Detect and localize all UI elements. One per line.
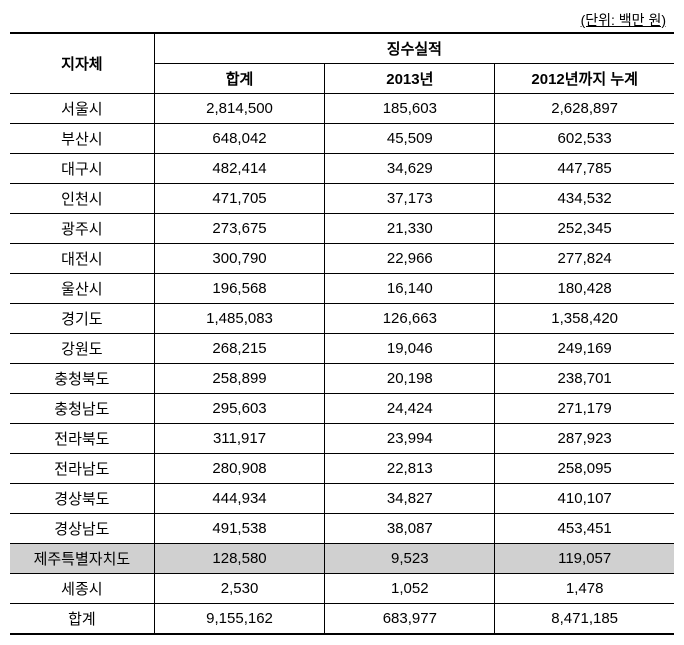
cell-total: 128,580 — [154, 544, 325, 574]
cell-2013: 1,052 — [325, 574, 495, 604]
cell-region: 대전시 — [10, 244, 154, 274]
table-row: 부산시648,04245,509602,533 — [10, 124, 674, 154]
table-row: 합계9,155,162683,9778,471,185 — [10, 604, 674, 635]
cell-until-2012: 602,533 — [495, 124, 674, 154]
cell-until-2012: 1,478 — [495, 574, 674, 604]
cell-region: 충청북도 — [10, 364, 154, 394]
table-row: 경기도1,485,083126,6631,358,420 — [10, 304, 674, 334]
cell-region: 경상북도 — [10, 484, 154, 514]
table-row: 서울시2,814,500185,6032,628,897 — [10, 94, 674, 124]
cell-until-2012: 8,471,185 — [495, 604, 674, 635]
cell-2013: 38,087 — [325, 514, 495, 544]
cell-2013: 126,663 — [325, 304, 495, 334]
cell-2013: 23,994 — [325, 424, 495, 454]
cell-region: 울산시 — [10, 274, 154, 304]
table-row: 전라남도280,90822,813258,095 — [10, 454, 674, 484]
header-until-2012: 2012년까지 누계 — [495, 64, 674, 94]
cell-until-2012: 434,532 — [495, 184, 674, 214]
table-row: 경상남도491,53838,087453,451 — [10, 514, 674, 544]
cell-region: 전라북도 — [10, 424, 154, 454]
cell-region: 전라남도 — [10, 454, 154, 484]
cell-total: 648,042 — [154, 124, 325, 154]
cell-until-2012: 287,923 — [495, 424, 674, 454]
table-row: 광주시273,67521,330252,345 — [10, 214, 674, 244]
table-row: 강원도268,21519,046249,169 — [10, 334, 674, 364]
cell-region: 서울시 — [10, 94, 154, 124]
cell-2013: 34,827 — [325, 484, 495, 514]
cell-total: 300,790 — [154, 244, 325, 274]
cell-total: 311,917 — [154, 424, 325, 454]
table-row: 전라북도311,91723,994287,923 — [10, 424, 674, 454]
cell-until-2012: 238,701 — [495, 364, 674, 394]
unit-label: (단위: 백만 원) — [10, 10, 674, 30]
cell-until-2012: 410,107 — [495, 484, 674, 514]
table-row: 충청북도258,89920,198238,701 — [10, 364, 674, 394]
cell-until-2012: 277,824 — [495, 244, 674, 274]
cell-region: 세종시 — [10, 574, 154, 604]
table-row: 대구시482,41434,629447,785 — [10, 154, 674, 184]
cell-2013: 34,629 — [325, 154, 495, 184]
cell-2013: 45,509 — [325, 124, 495, 154]
cell-region: 충청남도 — [10, 394, 154, 424]
cell-total: 268,215 — [154, 334, 325, 364]
cell-2013: 20,198 — [325, 364, 495, 394]
cell-until-2012: 252,345 — [495, 214, 674, 244]
data-table: 지자체 징수실적 합계 2013년 2012년까지 누계 서울시2,814,50… — [10, 32, 674, 635]
cell-2013: 19,046 — [325, 334, 495, 364]
cell-total: 295,603 — [154, 394, 325, 424]
cell-until-2012: 258,095 — [495, 454, 674, 484]
cell-until-2012: 447,785 — [495, 154, 674, 184]
cell-2013: 22,813 — [325, 454, 495, 484]
table-row: 대전시300,79022,966277,824 — [10, 244, 674, 274]
cell-region: 부산시 — [10, 124, 154, 154]
cell-2013: 9,523 — [325, 544, 495, 574]
cell-region: 대구시 — [10, 154, 154, 184]
header-region: 지자체 — [10, 33, 154, 94]
cell-region: 합계 — [10, 604, 154, 635]
cell-region: 경기도 — [10, 304, 154, 334]
cell-2013: 185,603 — [325, 94, 495, 124]
cell-until-2012: 1,358,420 — [495, 304, 674, 334]
cell-total: 273,675 — [154, 214, 325, 244]
cell-total: 491,538 — [154, 514, 325, 544]
table-body: 서울시2,814,500185,6032,628,897부산시648,04245… — [10, 94, 674, 635]
cell-total: 2,530 — [154, 574, 325, 604]
cell-total: 2,814,500 — [154, 94, 325, 124]
cell-until-2012: 453,451 — [495, 514, 674, 544]
cell-total: 482,414 — [154, 154, 325, 184]
table-row: 충청남도295,60324,424271,179 — [10, 394, 674, 424]
table-row: 세종시2,5301,0521,478 — [10, 574, 674, 604]
table-row: 경상북도444,93434,827410,107 — [10, 484, 674, 514]
cell-2013: 683,977 — [325, 604, 495, 635]
cell-until-2012: 249,169 — [495, 334, 674, 364]
header-collection-group: 징수실적 — [154, 33, 674, 64]
table-row: 울산시196,56816,140180,428 — [10, 274, 674, 304]
table-row: 제주특별자치도128,5809,523119,057 — [10, 544, 674, 574]
cell-2013: 37,173 — [325, 184, 495, 214]
cell-until-2012: 180,428 — [495, 274, 674, 304]
cell-region: 강원도 — [10, 334, 154, 364]
cell-2013: 24,424 — [325, 394, 495, 424]
cell-region: 인천시 — [10, 184, 154, 214]
cell-total: 196,568 — [154, 274, 325, 304]
cell-2013: 16,140 — [325, 274, 495, 304]
cell-region: 광주시 — [10, 214, 154, 244]
cell-total: 9,155,162 — [154, 604, 325, 635]
cell-2013: 21,330 — [325, 214, 495, 244]
cell-total: 258,899 — [154, 364, 325, 394]
cell-total: 1,485,083 — [154, 304, 325, 334]
cell-total: 280,908 — [154, 454, 325, 484]
table-row: 인천시471,70537,173434,532 — [10, 184, 674, 214]
cell-until-2012: 119,057 — [495, 544, 674, 574]
cell-region: 제주특별자치도 — [10, 544, 154, 574]
cell-until-2012: 2,628,897 — [495, 94, 674, 124]
cell-total: 444,934 — [154, 484, 325, 514]
cell-total: 471,705 — [154, 184, 325, 214]
cell-2013: 22,966 — [325, 244, 495, 274]
cell-until-2012: 271,179 — [495, 394, 674, 424]
header-total: 합계 — [154, 64, 325, 94]
cell-region: 경상남도 — [10, 514, 154, 544]
header-2013: 2013년 — [325, 64, 495, 94]
